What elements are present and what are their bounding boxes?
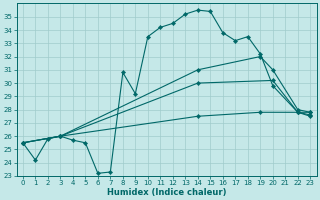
X-axis label: Humidex (Indice chaleur): Humidex (Indice chaleur) [107, 188, 226, 197]
